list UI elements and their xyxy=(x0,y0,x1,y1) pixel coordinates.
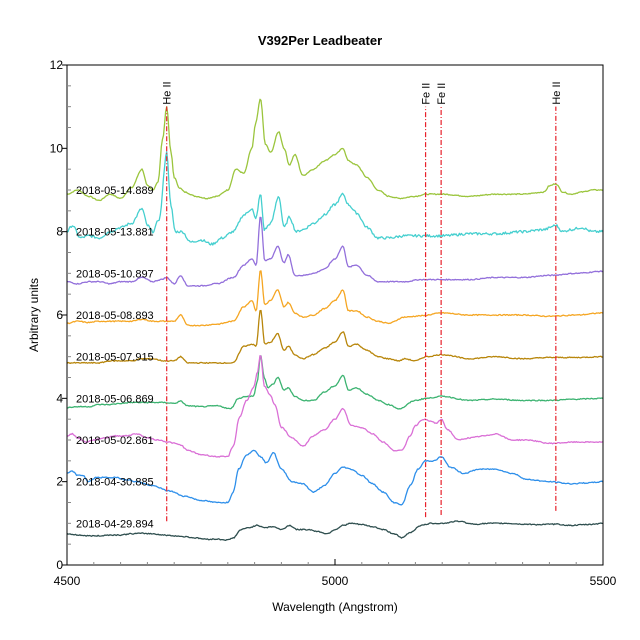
spectrum-line xyxy=(66,216,604,287)
series-label: 2018-05-14.889 xyxy=(76,185,154,197)
series-label: 2018-04-29.894 xyxy=(76,518,154,530)
series-label: 2018-05-13.881 xyxy=(76,227,154,239)
axes: 0 2 4 6 8 10 12 4500 5000 5500 xyxy=(50,58,617,588)
y-tick-label: 2 xyxy=(56,475,63,489)
series-label: 2018-05-10.897 xyxy=(76,268,154,280)
spectrum-line xyxy=(66,98,604,202)
y-tick-label: 10 xyxy=(50,141,64,155)
series-label: 2018-04-30.885 xyxy=(76,477,154,489)
marker-layer: He II Fe II Fe II He II xyxy=(162,81,563,522)
spectrum-line xyxy=(66,151,604,246)
y-tick-label: 12 xyxy=(50,58,64,72)
x-tick-label: 5000 xyxy=(322,574,349,588)
spectrum-line xyxy=(66,354,604,458)
series-label: 2018-05-02.861 xyxy=(76,435,154,447)
y-tick-label: 0 xyxy=(56,558,63,572)
marker-label: Fe II xyxy=(421,83,433,105)
chart-title: V392Per Leadbeater xyxy=(258,33,382,48)
series-label: 2018-05-08.893 xyxy=(76,310,154,322)
series-label-layer: 2018-05-14.889 2018-05-13.881 2018-05-10.8… xyxy=(76,185,154,530)
series-label: 2018-05-07.915 xyxy=(76,352,154,364)
y-tick-label: 4 xyxy=(56,391,63,405)
x-axis-label: Wavelength (Angstrom) xyxy=(272,600,398,614)
spectrum-line xyxy=(66,449,604,506)
spectrum-line xyxy=(66,355,604,410)
series-layer xyxy=(66,98,604,542)
x-tick-label: 4500 xyxy=(54,574,81,588)
spectrum-line xyxy=(66,270,604,327)
marker-label: Fe II xyxy=(436,83,448,105)
series-label: 2018-05-06.869 xyxy=(76,393,154,405)
spectrum-line xyxy=(66,309,604,365)
marker-label: He II xyxy=(162,81,174,104)
y-axis-label: Arbitrary units xyxy=(27,278,41,352)
y-tick-label: 8 xyxy=(56,225,63,239)
y-tick-label: 6 xyxy=(56,308,63,322)
spectrum-line xyxy=(66,520,603,542)
x-tick-label: 5500 xyxy=(590,574,617,588)
marker-label: He II xyxy=(551,81,563,104)
